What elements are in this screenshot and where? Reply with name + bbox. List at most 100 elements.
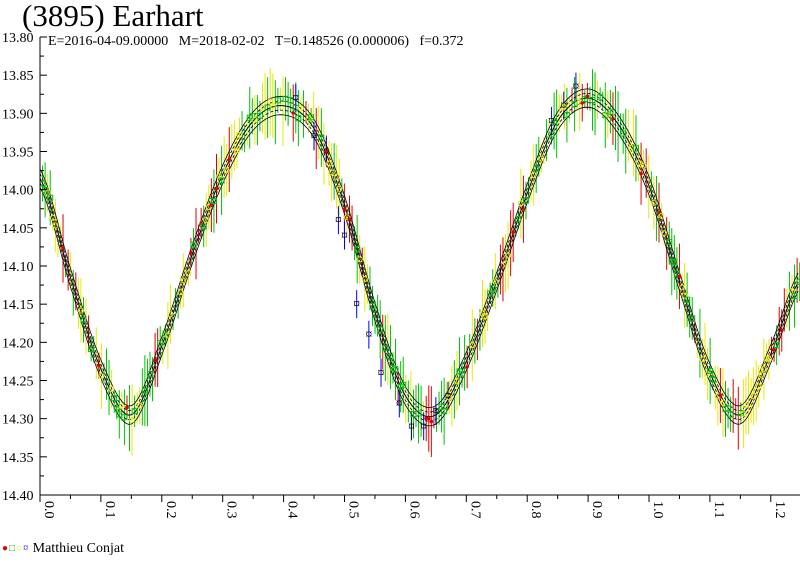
data-point xyxy=(699,356,706,363)
data-point xyxy=(530,171,537,178)
data-point xyxy=(177,289,184,296)
data-point xyxy=(581,96,588,103)
data-point xyxy=(185,270,192,277)
axes: 13.80 13.85 13.90 13.95 14.00 14.05 14.10 14.15… xyxy=(2,31,800,519)
data-point xyxy=(459,371,466,378)
x-tick-label: 1.1 xyxy=(711,501,726,519)
data-point-marker: ¤ xyxy=(378,366,385,381)
data-point xyxy=(274,97,281,104)
data-point xyxy=(719,399,726,406)
data-point xyxy=(269,102,276,109)
data-point-marker: ¤ xyxy=(432,404,439,419)
data-point xyxy=(129,417,136,424)
fit-envelope-curve-3 xyxy=(39,102,799,422)
data-point xyxy=(146,371,153,378)
legend-observer-label: Matthieu Conjat xyxy=(32,541,125,556)
data-point xyxy=(356,256,363,263)
data-point xyxy=(521,207,526,211)
data-point-marker: ¤ xyxy=(572,80,579,95)
data-point-marker: ¤ xyxy=(445,389,452,404)
data-point xyxy=(511,230,515,235)
data-point xyxy=(635,159,642,166)
data-point xyxy=(200,223,207,230)
data-point xyxy=(377,326,384,333)
blue-star-marker-icon: ¤ xyxy=(23,543,29,554)
data-point xyxy=(157,340,164,347)
data-point xyxy=(661,230,668,237)
data-point xyxy=(677,274,682,279)
data-point xyxy=(424,416,429,421)
data-point xyxy=(189,250,193,255)
data-point xyxy=(210,198,217,205)
y-tick-label: 13.95 xyxy=(2,146,34,161)
data-point xyxy=(589,96,596,103)
data-point xyxy=(287,97,294,104)
x-tick-label: 0.6 xyxy=(406,501,421,519)
data-point xyxy=(482,313,489,320)
data-point-marker: ¤ xyxy=(548,114,555,129)
data-point xyxy=(538,155,545,162)
data-point xyxy=(522,197,529,204)
data-point xyxy=(639,171,643,176)
data-point xyxy=(505,252,512,259)
data-point-marker: ¤ xyxy=(292,91,299,106)
data-point xyxy=(763,355,770,362)
period-text: T=0.148526 (0.000006) xyxy=(274,34,409,49)
modified-date-text: M=2018-02-02 xyxy=(178,34,265,49)
fit-curve xyxy=(39,97,799,418)
data-point xyxy=(725,405,732,412)
data-point xyxy=(429,419,434,424)
data-point xyxy=(333,173,340,180)
data-point xyxy=(52,222,59,229)
yellow-circle-marker-icon: ○ xyxy=(16,543,23,554)
data-point xyxy=(354,246,361,253)
green-square-marker-icon: □ xyxy=(9,543,16,554)
data-point xyxy=(326,160,333,167)
data-point xyxy=(214,186,219,191)
data-point xyxy=(203,216,210,223)
data-point xyxy=(98,373,105,380)
data-point xyxy=(737,410,744,417)
data-point xyxy=(291,111,296,115)
y-tick-label: 14.35 xyxy=(2,451,34,466)
data-point-marker: ¤ xyxy=(560,99,567,114)
y-tick-label: 13.90 xyxy=(2,107,34,122)
fit-envelope-curve-2 xyxy=(39,93,799,413)
data-point xyxy=(121,414,128,421)
data-point xyxy=(190,241,197,248)
data-point xyxy=(108,386,115,393)
data-point xyxy=(533,165,540,172)
fit-curves xyxy=(39,88,799,427)
data-point xyxy=(742,402,749,409)
data-point xyxy=(611,116,615,121)
data-point xyxy=(753,388,760,395)
data-point xyxy=(740,410,747,417)
y-tick-label: 13.85 xyxy=(2,69,34,84)
legend: ●□○¤ Matthieu Conjat xyxy=(2,541,124,557)
data-point xyxy=(264,104,271,111)
data-point xyxy=(765,356,772,363)
data-point xyxy=(640,162,647,169)
data-point xyxy=(758,371,765,378)
epoch-text: E=2016-04-09.00000 xyxy=(48,34,169,49)
data-point xyxy=(209,203,214,207)
data-point xyxy=(709,376,716,383)
chart-subtitle: E=2016-04-09.00000 M=2018-02-02 T=0.1485… xyxy=(48,34,464,50)
data-point-marker: ¤ xyxy=(335,213,342,228)
data-point xyxy=(77,307,84,314)
y-tick-label: 14.10 xyxy=(2,260,34,275)
x-tick-label: 0.4 xyxy=(285,501,300,519)
data-point xyxy=(548,131,555,138)
data-point xyxy=(718,393,723,398)
data-point xyxy=(131,408,138,415)
data-point xyxy=(465,365,469,369)
data-point xyxy=(772,347,776,352)
data-point xyxy=(153,358,157,362)
data-point xyxy=(297,104,304,111)
y-tick-label: 14.05 xyxy=(2,222,34,237)
data-point xyxy=(750,393,757,400)
x-tick-label: 0.2 xyxy=(163,501,178,519)
data-point xyxy=(97,363,101,368)
x-tick-label: 0.1 xyxy=(102,501,117,519)
data-point xyxy=(571,101,578,108)
